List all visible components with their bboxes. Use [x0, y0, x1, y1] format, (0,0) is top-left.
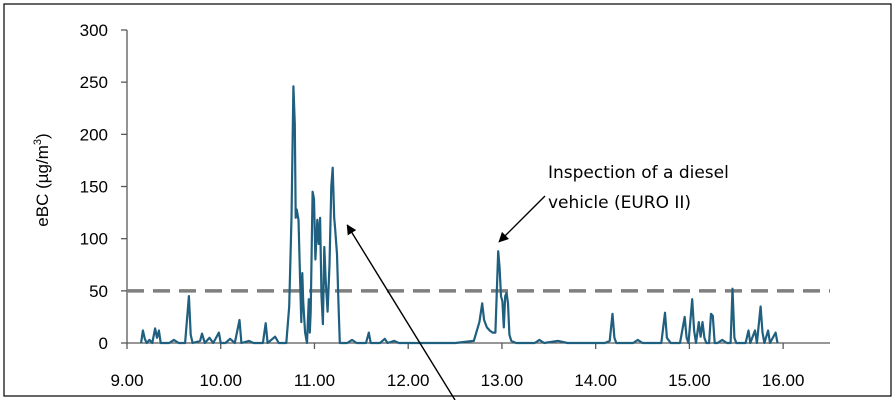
x-tick-marks — [126, 343, 784, 349]
x-tick-label: 13.00 — [481, 371, 524, 390]
y-tick-label: 250 — [80, 73, 108, 92]
x-tick-label: 11.00 — [294, 371, 335, 390]
y-axis-title: eBC (µg/m3) — [32, 133, 52, 226]
y-tick-label: 200 — [80, 125, 108, 144]
y-tick-label: 50 — [89, 282, 108, 301]
y-tick-marks — [121, 29, 127, 344]
chart-border — [3, 3, 892, 397]
annotation-text: vehicle (EURO II) — [548, 193, 691, 213]
x-tick-label: 15.00 — [668, 371, 711, 390]
x-tick-label: 9.00 — [110, 371, 143, 390]
annotations: Inspection of a diesel vehicle (EURO II) — [346, 163, 729, 400]
x-tick-labels: 9.00 10.00 11.00 12.00 13.00 14.00 15.00 16.00 — [110, 371, 804, 390]
y-tick-labels: 0 50 100 150 200 250 300 — [80, 21, 108, 353]
annotation-text: Inspection of a diesel — [548, 163, 729, 183]
y-tick-label: 0 — [99, 334, 108, 353]
x-tick-label: 14.00 — [574, 371, 617, 390]
x-tick-label: 16.00 — [762, 371, 805, 390]
y-tick-label: 100 — [80, 230, 108, 249]
y-tick-label: 300 — [80, 21, 108, 40]
annotation-arrow — [498, 195, 546, 243]
series-line — [140, 85, 779, 345]
x-tick-label: 12.00 — [387, 371, 430, 390]
y-tick-label: 150 — [80, 178, 108, 197]
x-tick-label: 10.00 — [199, 371, 242, 390]
annotation-arrow — [346, 224, 456, 400]
